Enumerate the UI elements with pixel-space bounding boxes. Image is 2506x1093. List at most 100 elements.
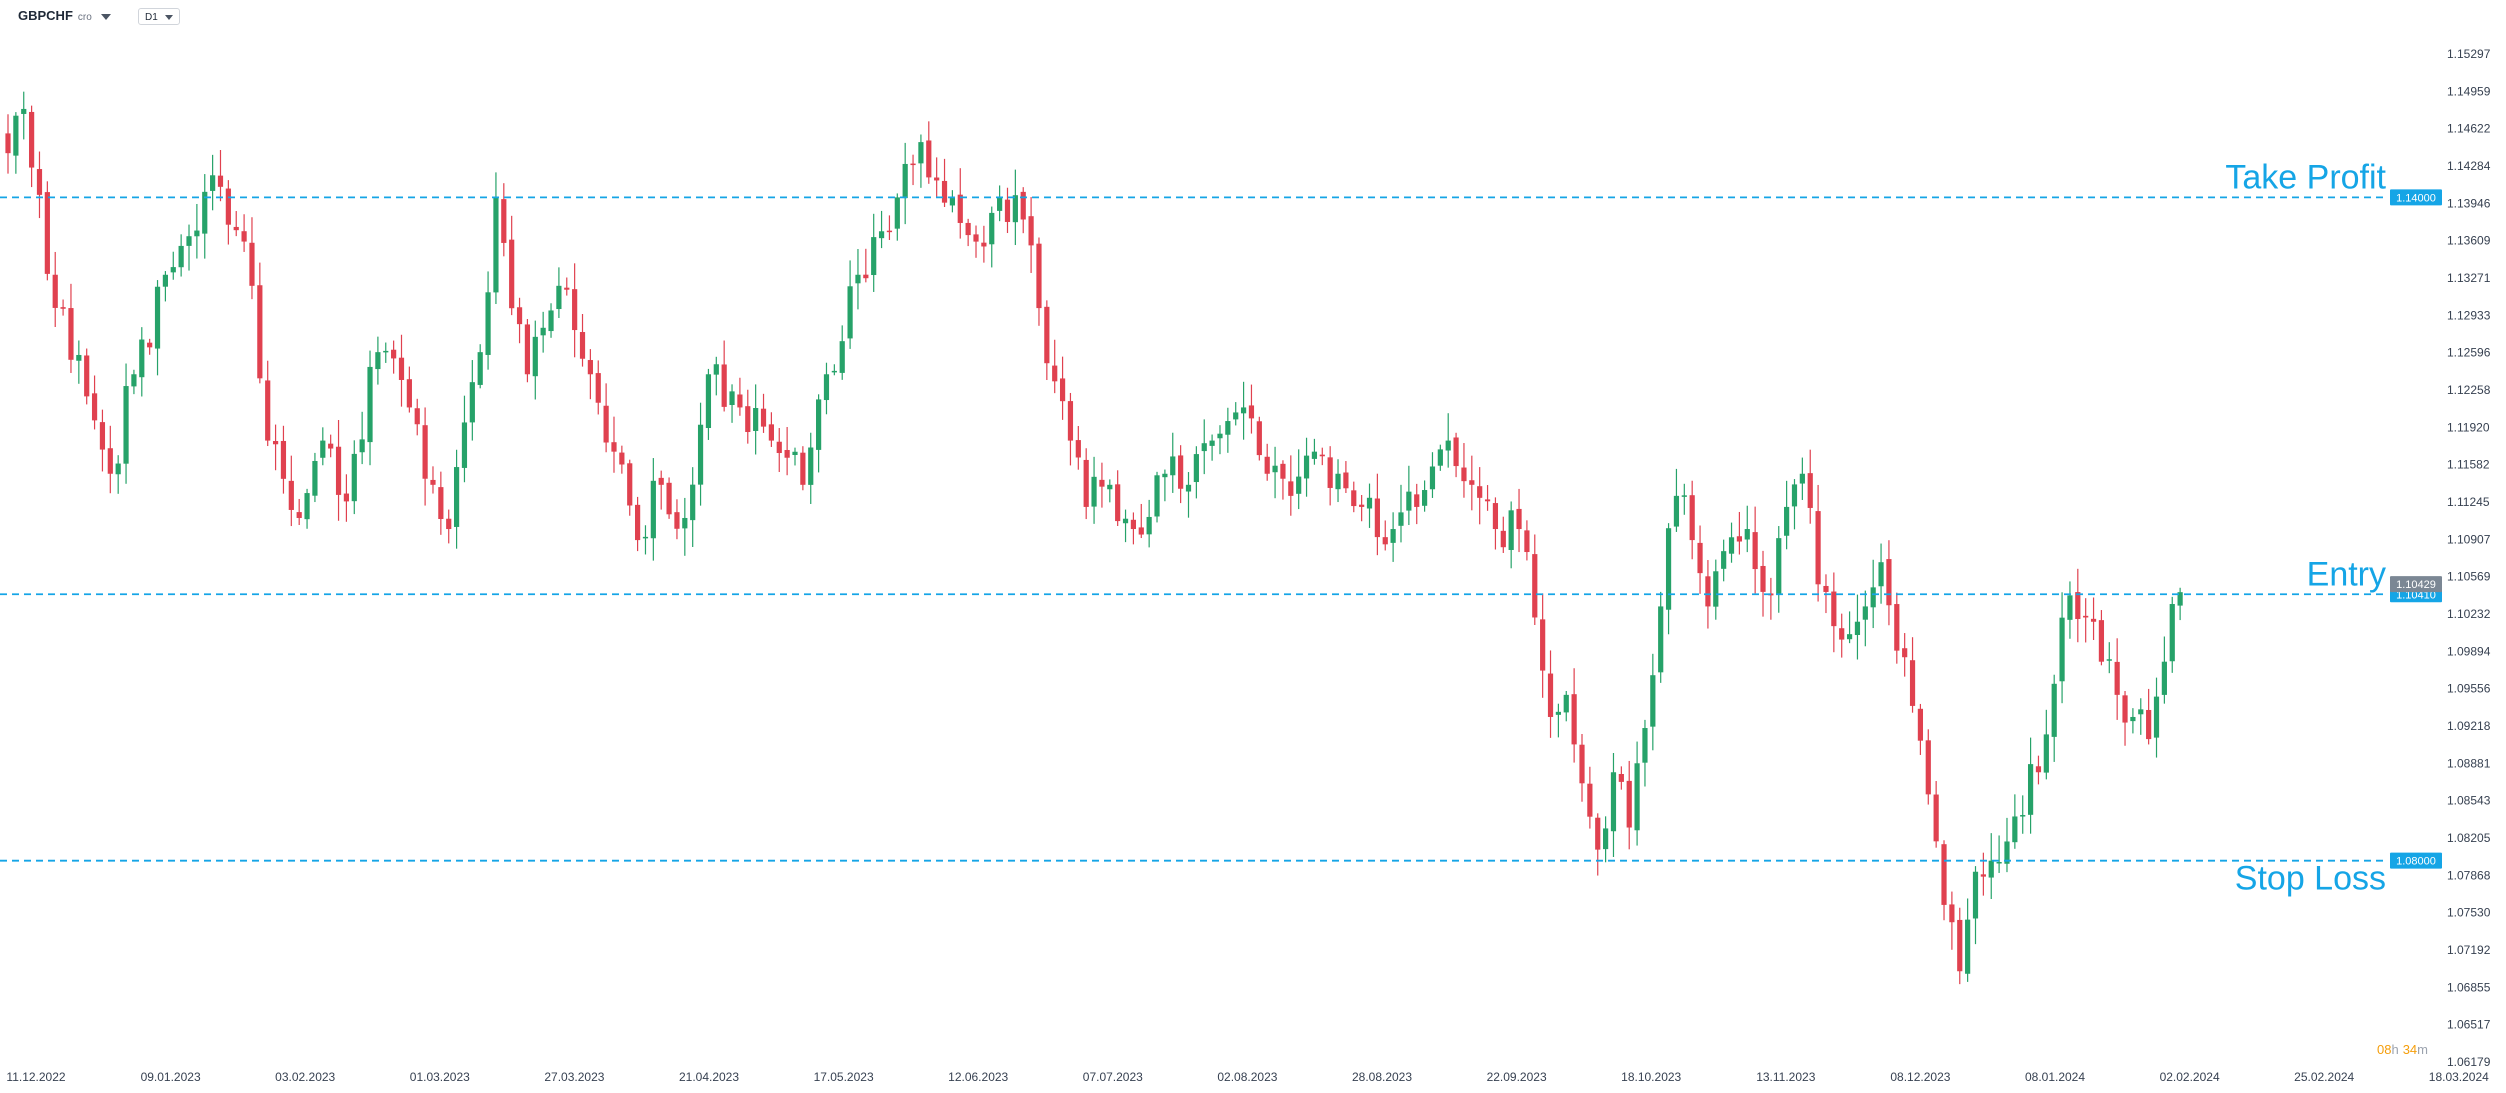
candle-body (572, 289, 578, 331)
candle (1721, 539, 1727, 582)
candle-body (1721, 551, 1727, 569)
candle (1925, 729, 1931, 805)
candle-body (2035, 766, 2042, 773)
candle-body (1776, 538, 1782, 594)
candle (406, 366, 412, 413)
price-tick-label: 1.08205 (2447, 831, 2491, 845)
candle (1713, 559, 1719, 620)
candle (847, 260, 853, 349)
candle-body (642, 536, 649, 539)
candle-body (359, 439, 365, 453)
candle-body (1036, 243, 1042, 309)
candle (1579, 733, 1585, 802)
candle-body (1382, 537, 1388, 545)
candle-body (1099, 479, 1105, 487)
candle-body (1146, 516, 1152, 535)
price-tick-label: 1.10569 (2447, 570, 2491, 584)
candle (257, 262, 263, 384)
candle-body (587, 360, 593, 375)
candle (1972, 866, 1979, 945)
candle (1532, 534, 1538, 625)
candle (99, 409, 106, 472)
candle-body (957, 194, 963, 223)
price-tick-label: 1.15297 (2447, 47, 2491, 61)
candle-body (1115, 484, 1121, 522)
candle (532, 320, 538, 400)
candle (1854, 594, 1861, 660)
candle-body (162, 274, 168, 287)
candle (1815, 484, 1821, 602)
candle (1178, 445, 1184, 504)
candle-body (1059, 378, 1066, 402)
candle (343, 474, 350, 522)
candle (871, 213, 877, 292)
candle (2138, 698, 2144, 735)
candle (1760, 550, 1766, 617)
candle (1059, 356, 1066, 420)
candle-body (650, 480, 656, 539)
candle (816, 394, 822, 473)
date-tick-label: 21.04.2023 (679, 1070, 739, 1084)
candle (296, 498, 302, 526)
candle (1917, 703, 1924, 755)
candle-body (1075, 440, 1081, 458)
candle (2035, 755, 2042, 785)
candle-body (666, 482, 672, 515)
candle-body (784, 450, 790, 458)
candle-body (446, 518, 452, 530)
price-tick-label: 1.09894 (2447, 644, 2491, 658)
price-tick-label: 1.09556 (2447, 682, 2491, 696)
candle (1256, 416, 1262, 461)
candle (123, 363, 129, 484)
candle-body (194, 230, 200, 237)
candle-body (1728, 537, 1735, 554)
candle-body (1988, 860, 1994, 878)
candle (91, 375, 98, 430)
candle-body (202, 191, 208, 234)
date-tick-label: 03.02.2023 (275, 1070, 335, 1084)
candle-body (579, 332, 586, 359)
candle (162, 271, 168, 302)
candle-body (1949, 904, 1955, 923)
candle-body (296, 512, 302, 518)
candle (1587, 766, 1593, 829)
candle-body (1894, 604, 1900, 651)
candle (288, 455, 294, 527)
candle-body (1516, 508, 1522, 530)
candle (878, 210, 885, 249)
candle (619, 445, 625, 474)
candle-body (1972, 871, 1979, 919)
candle (1366, 483, 1373, 528)
candle-body (595, 373, 601, 403)
candle (1681, 483, 1687, 515)
candle (241, 214, 247, 252)
level-stop-loss[interactable]: 1.08000 Stop Loss (0, 852, 2442, 898)
candle-body (2161, 661, 2167, 695)
candle-body (753, 408, 759, 431)
candle (1398, 484, 1404, 543)
candle (2043, 709, 2049, 780)
candle (2122, 690, 2128, 746)
candle (1036, 237, 1042, 326)
date-tick-label: 09.01.2023 (141, 1070, 201, 1084)
candle (697, 402, 704, 506)
symbol-selector[interactable]: GBPCHF cro (18, 8, 111, 23)
candle-body (886, 230, 893, 233)
timeframe-selector[interactable]: D1 (138, 8, 180, 25)
candle (1768, 577, 1774, 620)
level-take-profit[interactable]: 1.14000 Take Profit (0, 158, 2442, 206)
candle (1217, 425, 1223, 455)
candle (2146, 688, 2152, 745)
candle-body (2169, 604, 2175, 662)
candle (1201, 419, 1207, 475)
candle-body (1532, 554, 1538, 618)
candle-body (839, 341, 845, 373)
candle (453, 449, 460, 549)
candle (1209, 434, 1215, 461)
candle (438, 471, 444, 535)
level-price-badge (2390, 852, 2442, 869)
candle (1107, 479, 1113, 503)
price-tick-label: 1.13271 (2447, 271, 2491, 285)
candle (2027, 737, 2034, 834)
